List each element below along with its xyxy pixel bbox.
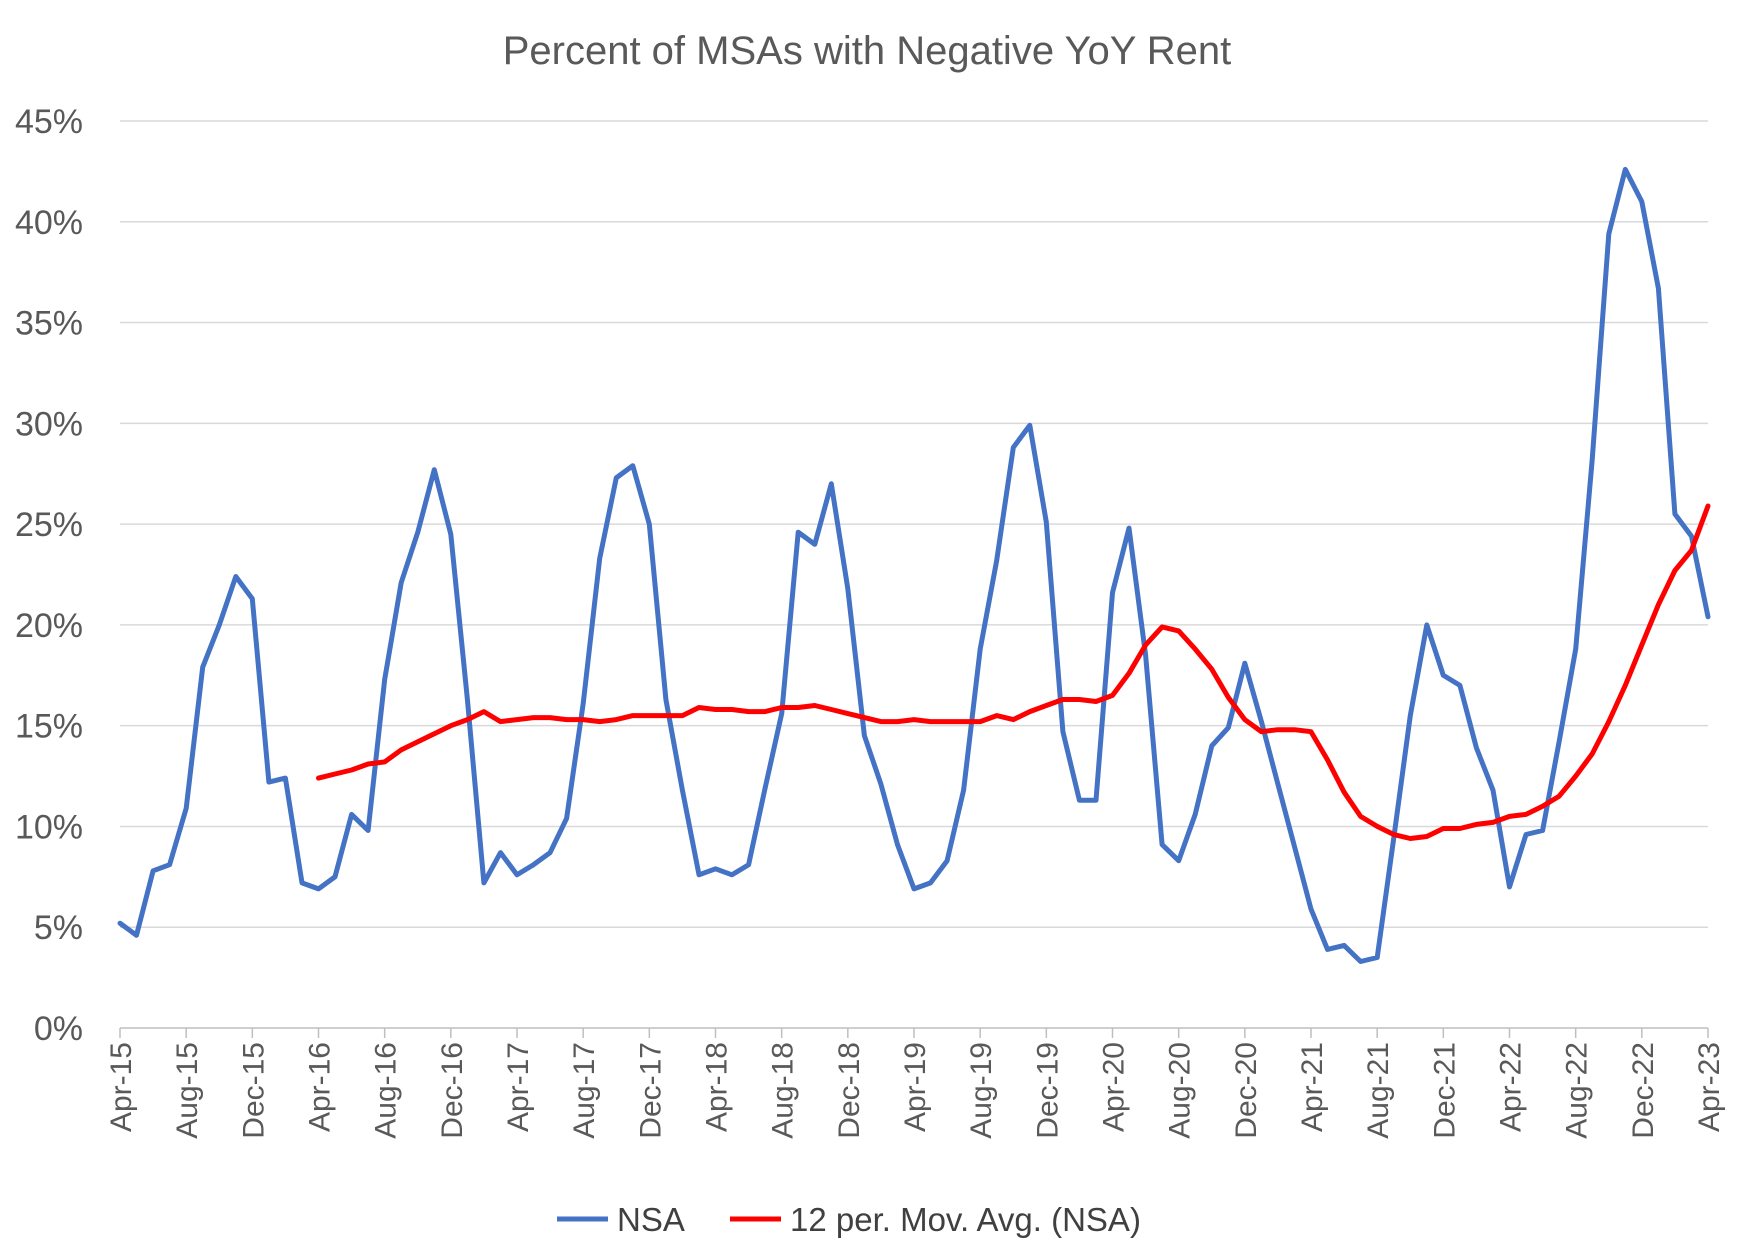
y-tick-label: 5% (34, 909, 83, 947)
chart-title: Percent of MSAs with Negative YoY Rent (503, 29, 1232, 73)
x-tick-label: Apr-16 (304, 1042, 337, 1132)
y-tick-label: 0% (34, 1010, 83, 1048)
x-tick-label: Apr-22 (1495, 1042, 1528, 1132)
y-tick-label: 45% (15, 103, 83, 141)
y-tick-label: 35% (15, 305, 83, 343)
series-line-nsa (117, 166, 1711, 964)
x-tick-label: Aug-22 (1561, 1042, 1594, 1139)
x-tick-label: Aug-15 (171, 1042, 204, 1139)
x-tick-label: Aug-17 (568, 1042, 601, 1139)
x-tick-label: Dec-18 (833, 1042, 866, 1139)
x-tick-label: Apr-15 (105, 1042, 138, 1132)
x-tick-label: Dec-22 (1627, 1042, 1660, 1139)
x-tick-label: Apr-17 (502, 1042, 535, 1132)
x-tick-label: Dec-21 (1428, 1042, 1461, 1139)
series-lines (117, 166, 1711, 964)
y-axis-ticks: 0% 5% 10% 15% 20% 25% 30% 35% 40% 45% (15, 103, 83, 1048)
x-tick-label: Apr-21 (1296, 1042, 1329, 1132)
y-tick-label: 20% (15, 607, 83, 645)
legend-label-nsa: NSA (617, 1201, 685, 1238)
x-tick-label: Apr-19 (899, 1042, 932, 1132)
x-tick-label: Dec-16 (436, 1042, 469, 1139)
y-tick-label: 15% (15, 708, 83, 746)
x-tick-label: Apr-23 (1693, 1042, 1726, 1132)
legend-label-moving-average: 12 per. Mov. Avg. (NSA) (790, 1201, 1141, 1238)
x-tick-label: Aug-19 (965, 1042, 998, 1139)
gridlines (120, 120, 1708, 1029)
x-tick-label: Aug-20 (1164, 1042, 1197, 1139)
x-tick-label: Apr-20 (1098, 1042, 1131, 1132)
x-axis-ticks: Apr-15 Aug-15 Dec-15 Apr-16 Aug-16 Dec-16 Apr-… (105, 1028, 1726, 1139)
y-tick-label: 30% (15, 405, 83, 443)
x-tick-label: Dec-17 (634, 1042, 667, 1139)
x-tick-label: Aug-18 (767, 1042, 800, 1139)
x-tick-label: Dec-15 (237, 1042, 270, 1139)
y-tick-label: 10% (15, 808, 83, 846)
x-tick-label: Apr-18 (701, 1042, 734, 1132)
x-tick-label: Aug-21 (1362, 1042, 1395, 1139)
y-tick-label: 25% (15, 506, 83, 544)
x-tick-label: Dec-20 (1230, 1042, 1263, 1139)
x-tick-label: Aug-16 (370, 1042, 403, 1139)
x-tick-label: Dec-19 (1031, 1042, 1064, 1139)
legend: NSA 12 per. Mov. Avg. (NSA) (557, 1201, 1141, 1238)
series-line-moving-average (316, 503, 1711, 841)
y-tick-label: 40% (15, 204, 83, 242)
